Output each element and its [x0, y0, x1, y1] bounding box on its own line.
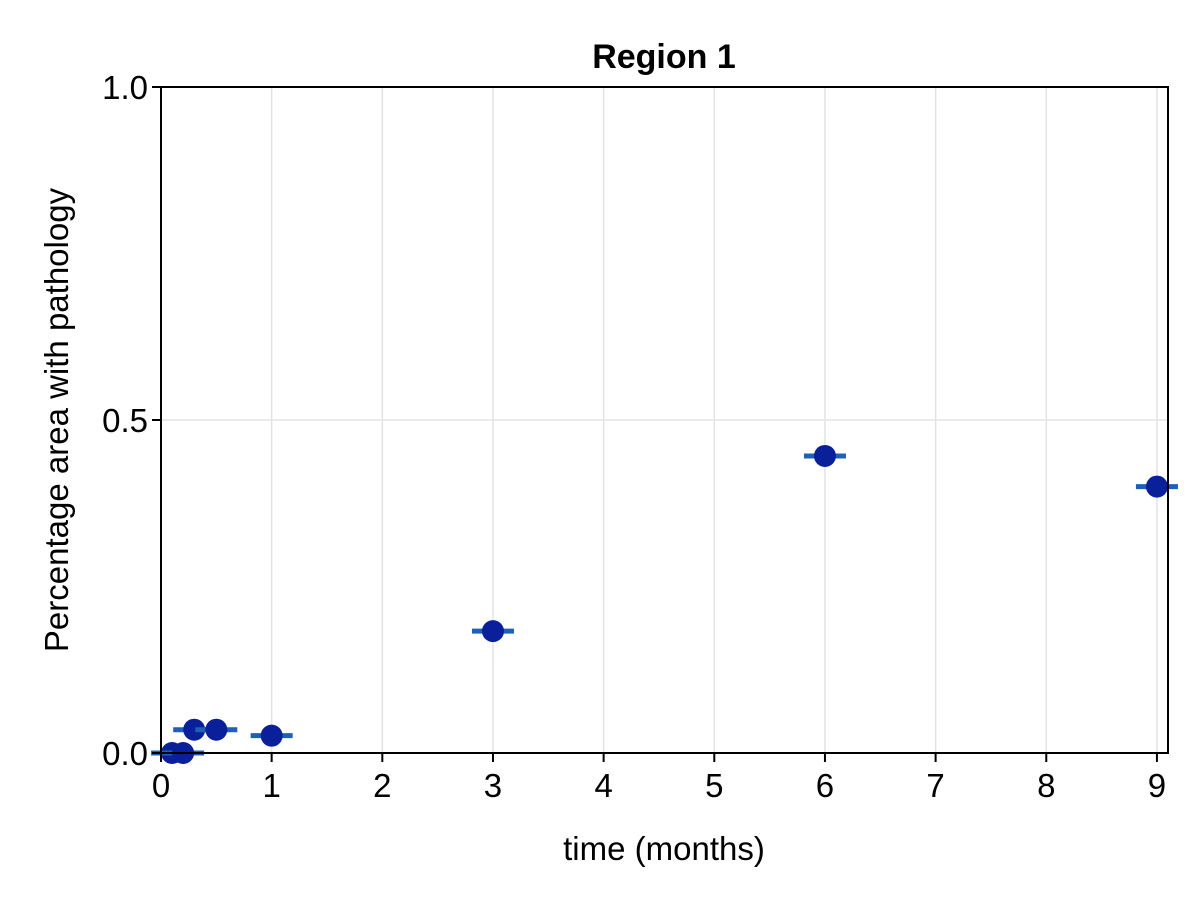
y-axis-label: Percentage area with pathology	[38, 187, 75, 652]
ticks: 0 1 2 3 4 5 6 7 8 9 0.0 0.5 1.0	[102, 69, 1166, 804]
x-tick-label: 9	[1148, 767, 1166, 804]
y-tick-label: 1.0	[102, 69, 148, 106]
x-tick-label: 7	[926, 767, 944, 804]
data-point	[183, 718, 206, 741]
data-point	[260, 724, 283, 747]
x-tick-label: 6	[816, 767, 834, 804]
data-point	[813, 444, 836, 467]
x-tick-label: 3	[484, 767, 502, 804]
chart-title: Region 1	[592, 38, 736, 76]
x-axis-label: time (months)	[563, 830, 765, 867]
x-tick-label: 5	[705, 767, 723, 804]
data-point	[1145, 475, 1168, 498]
data-point	[481, 620, 504, 643]
x-tick-label: 0	[152, 767, 170, 804]
data-point	[205, 718, 228, 741]
y-tick-label: 0.5	[102, 402, 148, 439]
x-tick-label: 1	[262, 767, 280, 804]
x-tick-label: 4	[594, 767, 612, 804]
y-tick-label: 0.0	[102, 735, 148, 772]
x-tick-label: 2	[373, 767, 391, 804]
x-tick-label: 8	[1037, 767, 1055, 804]
